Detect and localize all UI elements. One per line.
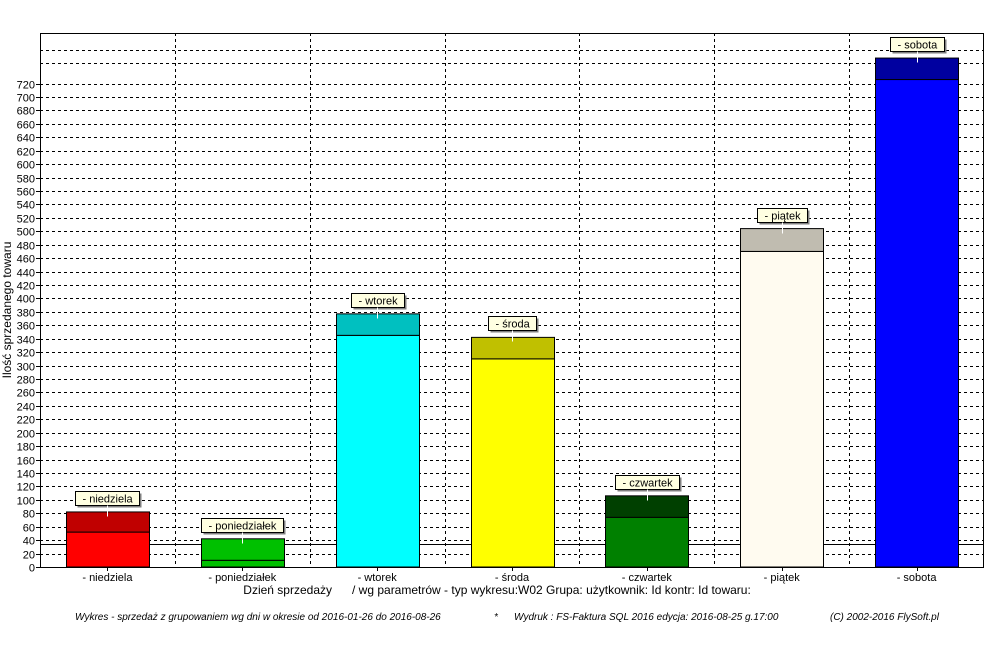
y-tick-label: 320 <box>17 348 35 360</box>
y-tick-label: 560 <box>17 187 35 199</box>
footer-copyright: (C) 2002-2016 FlySoft.pl <box>830 612 939 623</box>
y-tick-label: 20 <box>23 550 35 562</box>
y-tick-label: 420 <box>17 281 35 293</box>
x-tick-label: - wtorek <box>358 572 398 584</box>
y-tick-label: 380 <box>17 308 35 320</box>
y-tick-label: 100 <box>17 496 35 508</box>
bar-tag-label: - sobota <box>898 40 939 52</box>
x-tick-label: - środa <box>495 572 530 584</box>
y-tick-label: 220 <box>17 415 35 427</box>
y-tick-label: 680 <box>17 106 35 118</box>
y-tick-label: 660 <box>17 120 35 132</box>
x-tick-label: - piątek <box>764 572 801 584</box>
bar-tag-label: - niedziela <box>83 494 134 506</box>
y-tick-label: 300 <box>17 362 35 374</box>
y-tick-label: 120 <box>17 482 35 494</box>
y-tick-label: 160 <box>17 456 35 468</box>
y-tick-label: 0 <box>29 563 35 575</box>
y-tick-label: 80 <box>23 509 35 521</box>
y-tick-label: 720 <box>17 80 35 92</box>
y-tick-label: 40 <box>23 536 35 548</box>
x-tick-label: - niedziela <box>82 572 133 584</box>
y-tick-label: 340 <box>17 335 35 347</box>
y-tick-label: 400 <box>17 294 35 306</box>
y-tick-label: 460 <box>17 254 35 266</box>
bar-tag-label: - poniedziałek <box>209 521 277 533</box>
bar-tag-label: - czwartek <box>623 478 674 490</box>
bar-tag-label: - piątek <box>765 211 802 223</box>
y-tick-label: 640 <box>17 133 35 145</box>
grid-lines <box>40 33 984 568</box>
x-tick-label: - czwartek <box>622 572 673 584</box>
y-tick-label: 500 <box>17 227 35 239</box>
y-tick-label: 620 <box>17 147 35 159</box>
y-tick-label: 240 <box>17 402 35 414</box>
bar-tags: - niedziela - poniedziałek - wtorek - środa… <box>75 37 947 544</box>
bar-lower <box>605 516 689 568</box>
y-tick-label: 600 <box>17 160 35 172</box>
y-tick-label: 440 <box>17 268 35 280</box>
bar-lower <box>875 79 959 568</box>
footer-separator: * <box>494 612 498 623</box>
y-tick-label: 200 <box>17 429 35 441</box>
bar-tag-label: - wtorek <box>359 296 399 308</box>
bar-lower <box>471 358 555 568</box>
bar-lower <box>336 334 420 568</box>
bar-tag-label: - środa <box>496 319 531 331</box>
x-axis-labels: - niedziela - poniedziałek - wtorek - środa… <box>82 567 937 584</box>
bar-lower <box>201 559 285 568</box>
x-axis-label: Dzień sprzedaży <box>243 583 332 597</box>
footer-print-info: Wydruk : FS-Faktura SQL 2016 edycja: 201… <box>514 612 779 623</box>
y-tick-label: 60 <box>23 523 35 535</box>
y-axis-label: Ilość sprzedanego towaru <box>0 242 14 379</box>
y-tick-label: 480 <box>17 241 35 253</box>
footer: Wykres - sprzedaż z grupowaniem wg dni w… <box>0 612 995 632</box>
y-tick-label: 520 <box>17 214 35 226</box>
x-tick-label: - sobota <box>897 572 938 584</box>
footer-period: Wykres - sprzedaż z grupowaniem wg dni w… <box>75 612 441 623</box>
x-tick-label: - poniedziałek <box>208 572 276 584</box>
bar-lower <box>66 531 150 568</box>
y-tick-label: 260 <box>17 388 35 400</box>
bar-lower <box>740 250 824 568</box>
y-tick-label: 140 <box>17 469 35 481</box>
chart-subtitle: / wg parametrów - typ wykresu:W02 Grupa:… <box>352 583 751 597</box>
y-tick-label: 700 <box>17 93 35 105</box>
y-tick-label: 540 <box>17 200 35 212</box>
y-tick-label: 280 <box>17 375 35 387</box>
y-axis-ticks: 0204060801001201401601802002202402602803… <box>17 80 40 575</box>
y-tick-label: 580 <box>17 174 35 186</box>
y-tick-label: 360 <box>17 321 35 333</box>
bars <box>66 57 959 568</box>
y-tick-label: 180 <box>17 442 35 454</box>
